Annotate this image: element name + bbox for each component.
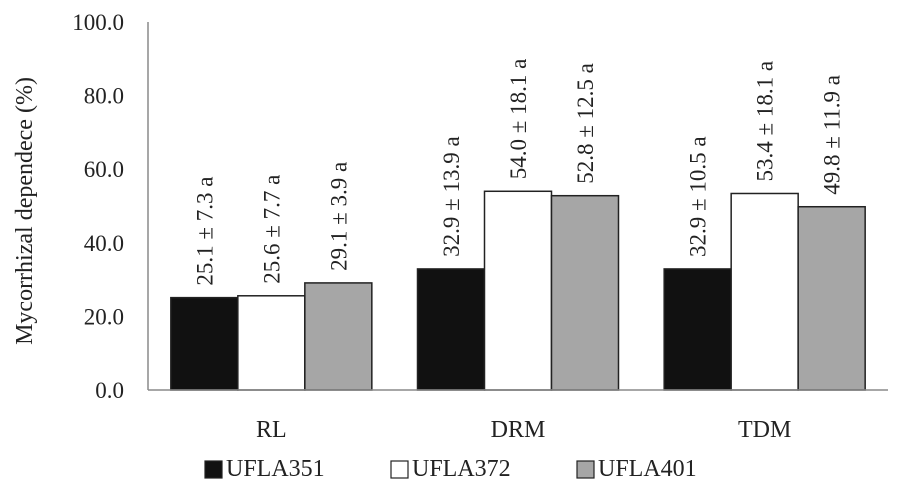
bar-ufla401-drm bbox=[550, 194, 620, 391]
bar-ufla372-tdm bbox=[730, 192, 799, 391]
bar-ufla401-tdm bbox=[797, 205, 866, 391]
data-labels-group: 25.1 ± 7.3 a 25.6 ± 7.7 a 29.1 ± 3.9 a 32.9… bbox=[192, 59, 844, 286]
data-label: 25.6 ± 7.7 a bbox=[259, 175, 284, 284]
category-label-rl: RL bbox=[256, 417, 287, 443]
legend-swatch-ufla351 bbox=[204, 460, 223, 479]
bar-ufla372-drm bbox=[483, 190, 553, 391]
bar-ufla351-rl bbox=[170, 296, 239, 391]
y-tick-label: 80.0 bbox=[84, 84, 124, 109]
y-tick-label: 20.0 bbox=[84, 304, 124, 329]
y-tick-label: 100.0 bbox=[72, 10, 124, 35]
legend-swatch-ufla372 bbox=[390, 460, 409, 479]
data-label: 32.9 ± 10.5 a bbox=[686, 136, 711, 257]
bar-ufla401-rl bbox=[304, 282, 373, 391]
data-label: 32.9 ± 13.9 a bbox=[439, 136, 464, 257]
category-labels-group: RL DRM TDM bbox=[256, 417, 791, 443]
category-label-drm: DRM bbox=[491, 417, 546, 443]
legend-label-ufla401: UFLA401 bbox=[598, 456, 697, 482]
y-axis-ticks: 0.0 20.0 40.0 60.0 80.0 100.0 bbox=[72, 10, 124, 403]
y-axis-title: Mycorrhizal dependece (%) bbox=[12, 77, 38, 345]
data-label: 25.1 ± 7.3 a bbox=[192, 177, 217, 286]
legend-label-ufla351: UFLA351 bbox=[226, 456, 325, 482]
y-tick-label: 0.0 bbox=[95, 378, 124, 403]
legend-label-ufla372: UFLA372 bbox=[412, 456, 511, 482]
bar-ufla351-drm bbox=[416, 268, 486, 391]
y-tick-label: 40.0 bbox=[84, 231, 124, 256]
y-tick-label: 60.0 bbox=[84, 157, 124, 182]
bar-ufla351-tdm bbox=[663, 268, 732, 391]
legend-swatch-ufla401 bbox=[576, 460, 595, 479]
data-label: 29.1 ± 3.9 a bbox=[326, 162, 351, 271]
bar-ufla372-rl bbox=[237, 295, 306, 391]
category-label-tdm: TDM bbox=[738, 417, 791, 443]
data-label: 49.8 ± 11.9 a bbox=[820, 75, 845, 195]
data-label: 52.8 ± 12.5 a bbox=[573, 63, 598, 184]
data-label: 54.0 ± 18.1 a bbox=[506, 59, 531, 180]
legend: UFLA351 UFLA372 UFLA401 bbox=[204, 456, 697, 482]
bars-group bbox=[170, 190, 866, 391]
data-label: 53.4 ± 18.1 a bbox=[753, 61, 778, 182]
